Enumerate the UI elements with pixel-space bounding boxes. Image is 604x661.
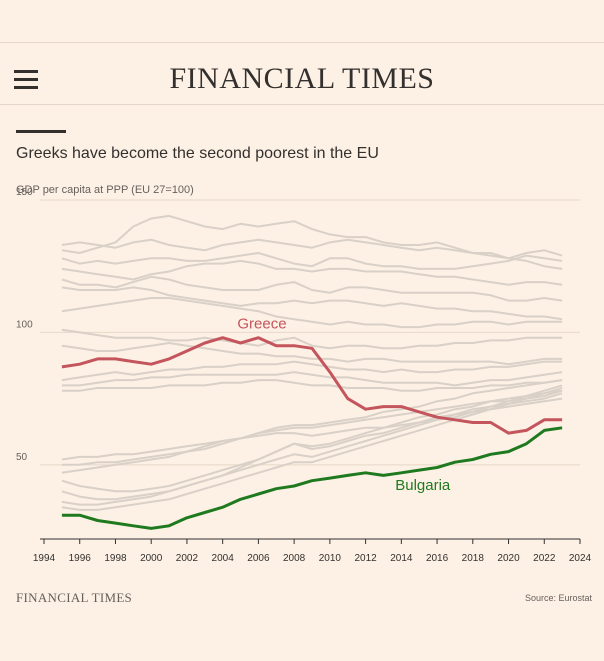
- header-top-rule: [0, 42, 604, 43]
- series-line-other-country: [61, 387, 563, 511]
- series-line-other-country: [61, 379, 563, 474]
- x-tick-label: 2000: [140, 553, 163, 564]
- series-line-other-country: [61, 297, 563, 329]
- series-line-greece: [61, 336, 563, 435]
- x-tick-label: 2014: [390, 553, 413, 564]
- series-line-other-country: [61, 360, 563, 382]
- hamburger-menu-icon[interactable]: [14, 70, 38, 90]
- chart-title: Greeks have become the second poorest in…: [16, 145, 379, 162]
- series-line-other-country: [61, 392, 563, 461]
- series-line-other-country: [61, 389, 563, 466]
- x-tick-label: 2020: [497, 553, 520, 564]
- series-line-other-country: [61, 379, 563, 392]
- x-tick-label: 1998: [104, 553, 127, 564]
- series-line-other-country: [61, 238, 563, 260]
- x-tick-label: 2008: [283, 553, 306, 564]
- series-line-other-country: [61, 342, 563, 366]
- series-line-other-country: [61, 397, 563, 493]
- series-line-other-country: [61, 275, 563, 302]
- series-line-other-country: [61, 384, 563, 506]
- series-label-greece: Greece: [237, 315, 286, 332]
- series-line-other-country: [61, 328, 563, 350]
- x-tick-label: 2002: [176, 553, 199, 564]
- x-tick-label: 1994: [33, 553, 56, 564]
- series-line-bulgaria: [61, 426, 563, 530]
- title-accent-bar: [16, 130, 66, 133]
- x-tick-label: 2004: [212, 553, 235, 564]
- chart-subtitle: GDP per capita at PPP (EU 27=100): [16, 184, 194, 196]
- x-tick-label: 2016: [426, 553, 449, 564]
- x-tick-label: 2022: [533, 553, 556, 564]
- y-tick-label: 150: [16, 187, 33, 198]
- series-line-other-country: [61, 389, 563, 501]
- series-label-bulgaria: Bulgaria: [395, 477, 451, 494]
- x-tick-label: 2024: [569, 553, 592, 564]
- x-tick-label: 2018: [462, 553, 485, 564]
- x-tick-label: 1996: [69, 553, 92, 564]
- source-note: Source: Eurostat: [524, 593, 592, 603]
- x-tick-label: 2012: [354, 553, 377, 564]
- header-bottom-rule: [0, 104, 604, 105]
- series-line-other-country: [61, 259, 563, 286]
- y-tick-label: 100: [16, 319, 33, 330]
- y-tick-label: 50: [16, 452, 28, 463]
- x-tick-label: 2010: [319, 553, 342, 564]
- series-line-other-country: [61, 286, 563, 321]
- x-tick-label: 2006: [247, 553, 270, 564]
- footer-ft-logo: FINANCIAL TIMES: [16, 590, 133, 605]
- masthead-logo[interactable]: FINANCIAL TIMES: [169, 62, 435, 95]
- series-line-other-country: [61, 371, 563, 387]
- series-line-other-country: [61, 252, 563, 270]
- series-line-other-country: [61, 214, 563, 270]
